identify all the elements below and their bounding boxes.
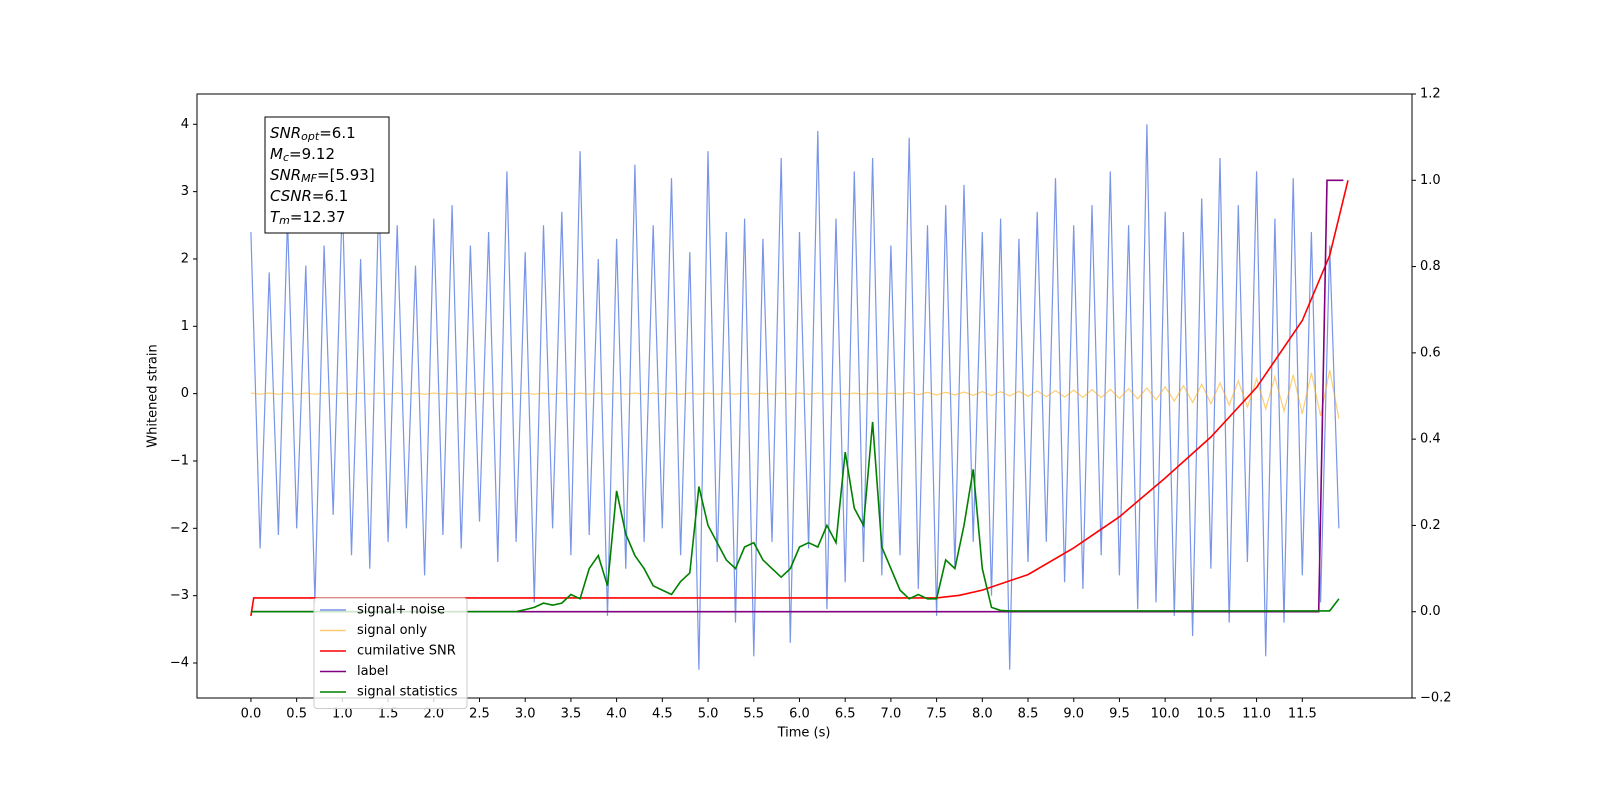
- x-tick-label: 5.5: [743, 707, 764, 722]
- y2-tick-label: −0.2: [1420, 691, 1452, 706]
- y-tick-label: 0: [181, 386, 189, 401]
- y-tick-label: 1: [181, 319, 189, 334]
- x-tick-label: 9.0: [1063, 707, 1084, 722]
- x-tick-label: 2.0: [423, 707, 444, 722]
- x-tick-label: 1.5: [378, 707, 399, 722]
- x-tick-label: 1.0: [332, 707, 353, 722]
- annotation-name: M: [270, 145, 283, 163]
- legend-label: signal only: [357, 623, 427, 638]
- x-tick-label: 8.5: [1018, 707, 1039, 722]
- annotation-value: =6.1: [312, 187, 348, 205]
- legend-label: cumilative SNR: [357, 644, 456, 659]
- x-tick-label: 6.5: [835, 707, 856, 722]
- y2-tick-label: 1.2: [1420, 87, 1441, 102]
- x-tick-label: 10.5: [1196, 707, 1225, 722]
- x-tick-label: 3.5: [561, 707, 582, 722]
- annotation-sub: c: [283, 151, 289, 164]
- annotation-line: SNRopt=6.1: [270, 124, 356, 144]
- y2-tick-label: 0.6: [1420, 345, 1441, 360]
- x-tick-label: 8.0: [972, 707, 993, 722]
- x-tick-label: 4.5: [652, 707, 673, 722]
- annotation-name: SNR: [270, 124, 301, 142]
- annotation-line: Mc=9.12: [270, 145, 335, 165]
- series-line: [250, 180, 1349, 617]
- x-tick-label: 11.5: [1288, 707, 1317, 722]
- x-tick-label: 9.5: [1109, 707, 1130, 722]
- annotation-line: Tm=12.37: [270, 208, 345, 228]
- x-tick-label: 5.0: [698, 707, 719, 722]
- annotation-line: CSNR=6.1: [270, 187, 348, 205]
- x-axis-label: Time (s): [777, 726, 831, 741]
- annotation-name: SNR: [270, 166, 301, 184]
- annotation-value: =9.12: [289, 145, 335, 163]
- x-tick-label: 11.0: [1242, 707, 1271, 722]
- x-tick-label: 0.0: [241, 707, 262, 722]
- y2-tick-label: 0.0: [1420, 604, 1441, 619]
- x-tick-label: 6.0: [789, 707, 810, 722]
- y2-tick-label: 1.0: [1420, 173, 1441, 188]
- y-tick-label: 2: [181, 251, 189, 266]
- legend-label: label: [357, 664, 388, 679]
- annotation-name: CSNR: [270, 187, 312, 205]
- legend-label: signal statistics: [357, 685, 458, 700]
- y-tick-label: −3: [170, 588, 189, 603]
- y2-tick-label: 0.4: [1420, 432, 1441, 447]
- x-tick-label: 7.0: [881, 707, 902, 722]
- series-line: [250, 124, 1340, 670]
- annotation-box: [264, 116, 390, 234]
- plot-frame: [196, 93, 1413, 699]
- x-tick-label: 4.0: [606, 707, 627, 722]
- legend-box: [313, 597, 468, 709]
- y-tick-label: −1: [170, 453, 189, 468]
- x-tick-label: 0.5: [286, 707, 307, 722]
- y2-tick-label: 0.8: [1420, 259, 1441, 274]
- x-tick-label: 3.0: [515, 707, 536, 722]
- annotation-name: T: [270, 208, 281, 226]
- x-tick-label: 10.0: [1151, 707, 1180, 722]
- annotation-line: SNRMF=[5.93]: [270, 166, 375, 186]
- y-tick-label: −2: [170, 521, 189, 536]
- y-tick-label: 4: [181, 117, 189, 132]
- series-line: [250, 369, 1340, 419]
- x-tick-label: 2.5: [469, 707, 490, 722]
- legend-label: signal+ noise: [357, 603, 445, 618]
- x-tick-label: 7.5: [926, 707, 947, 722]
- annotation-value: =[5.93]: [317, 166, 375, 184]
- annotation-sub: MF: [301, 172, 317, 185]
- y2-tick-label: 0.2: [1420, 518, 1441, 533]
- annotation-value: =6.1: [319, 124, 355, 142]
- y-tick-label: 3: [181, 184, 189, 199]
- y-axis-label: Whitened strain: [146, 344, 161, 447]
- y-tick-label: −4: [170, 655, 189, 670]
- annotation-sub: m: [279, 214, 290, 227]
- series-line: [250, 179, 1344, 613]
- annotation-value: =12.37: [290, 208, 346, 226]
- annotation-sub: opt: [301, 130, 320, 143]
